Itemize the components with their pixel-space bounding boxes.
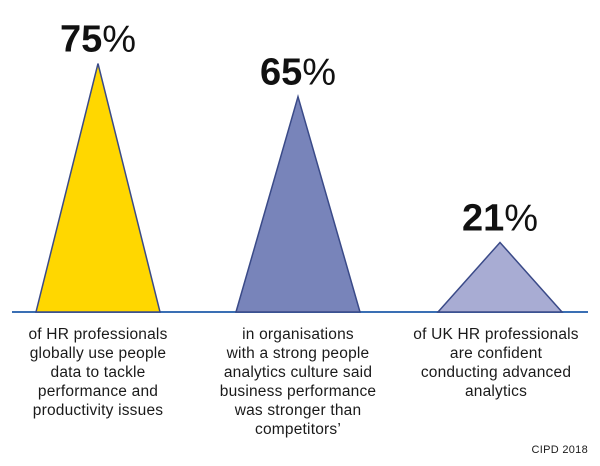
value-label-3: 21% [462, 197, 538, 239]
caption-line: in organisations [242, 326, 354, 343]
triangle-bar-2 [235, 94, 361, 313]
caption-line: of UK HR professionals [413, 326, 579, 343]
caption-line: globally use people [29, 345, 167, 362]
source-note: CIPD 2018 [531, 444, 588, 456]
caption-line: with a strong people [226, 345, 370, 362]
caption-line: conducting advanced [420, 364, 572, 381]
value-label-1: 75% [60, 19, 136, 61]
caption-line: of HR professionals [28, 326, 168, 343]
value-label-2: 65% [260, 52, 336, 94]
triangle-bar-1 [35, 63, 161, 313]
caption-line: competitors’ [255, 421, 341, 438]
caption-2: in organisations with a strong people anal… [208, 325, 388, 439]
caption-line: was stronger than [234, 402, 362, 419]
triangle-bar-3 [436, 241, 564, 313]
caption-1: of HR professionals globally use people da… [8, 325, 188, 420]
caption-line: productivity issues [32, 402, 164, 419]
caption-3: of UK HR professionals are confident condu… [406, 325, 586, 401]
caption-line: analytics culture said [223, 364, 373, 381]
caption-line: are confident [449, 345, 543, 362]
caption-line: analytics [464, 383, 528, 400]
caption-line: data to tackle [50, 364, 146, 381]
caption-line: business performance [219, 383, 377, 400]
caption-line: performance and [37, 383, 159, 400]
